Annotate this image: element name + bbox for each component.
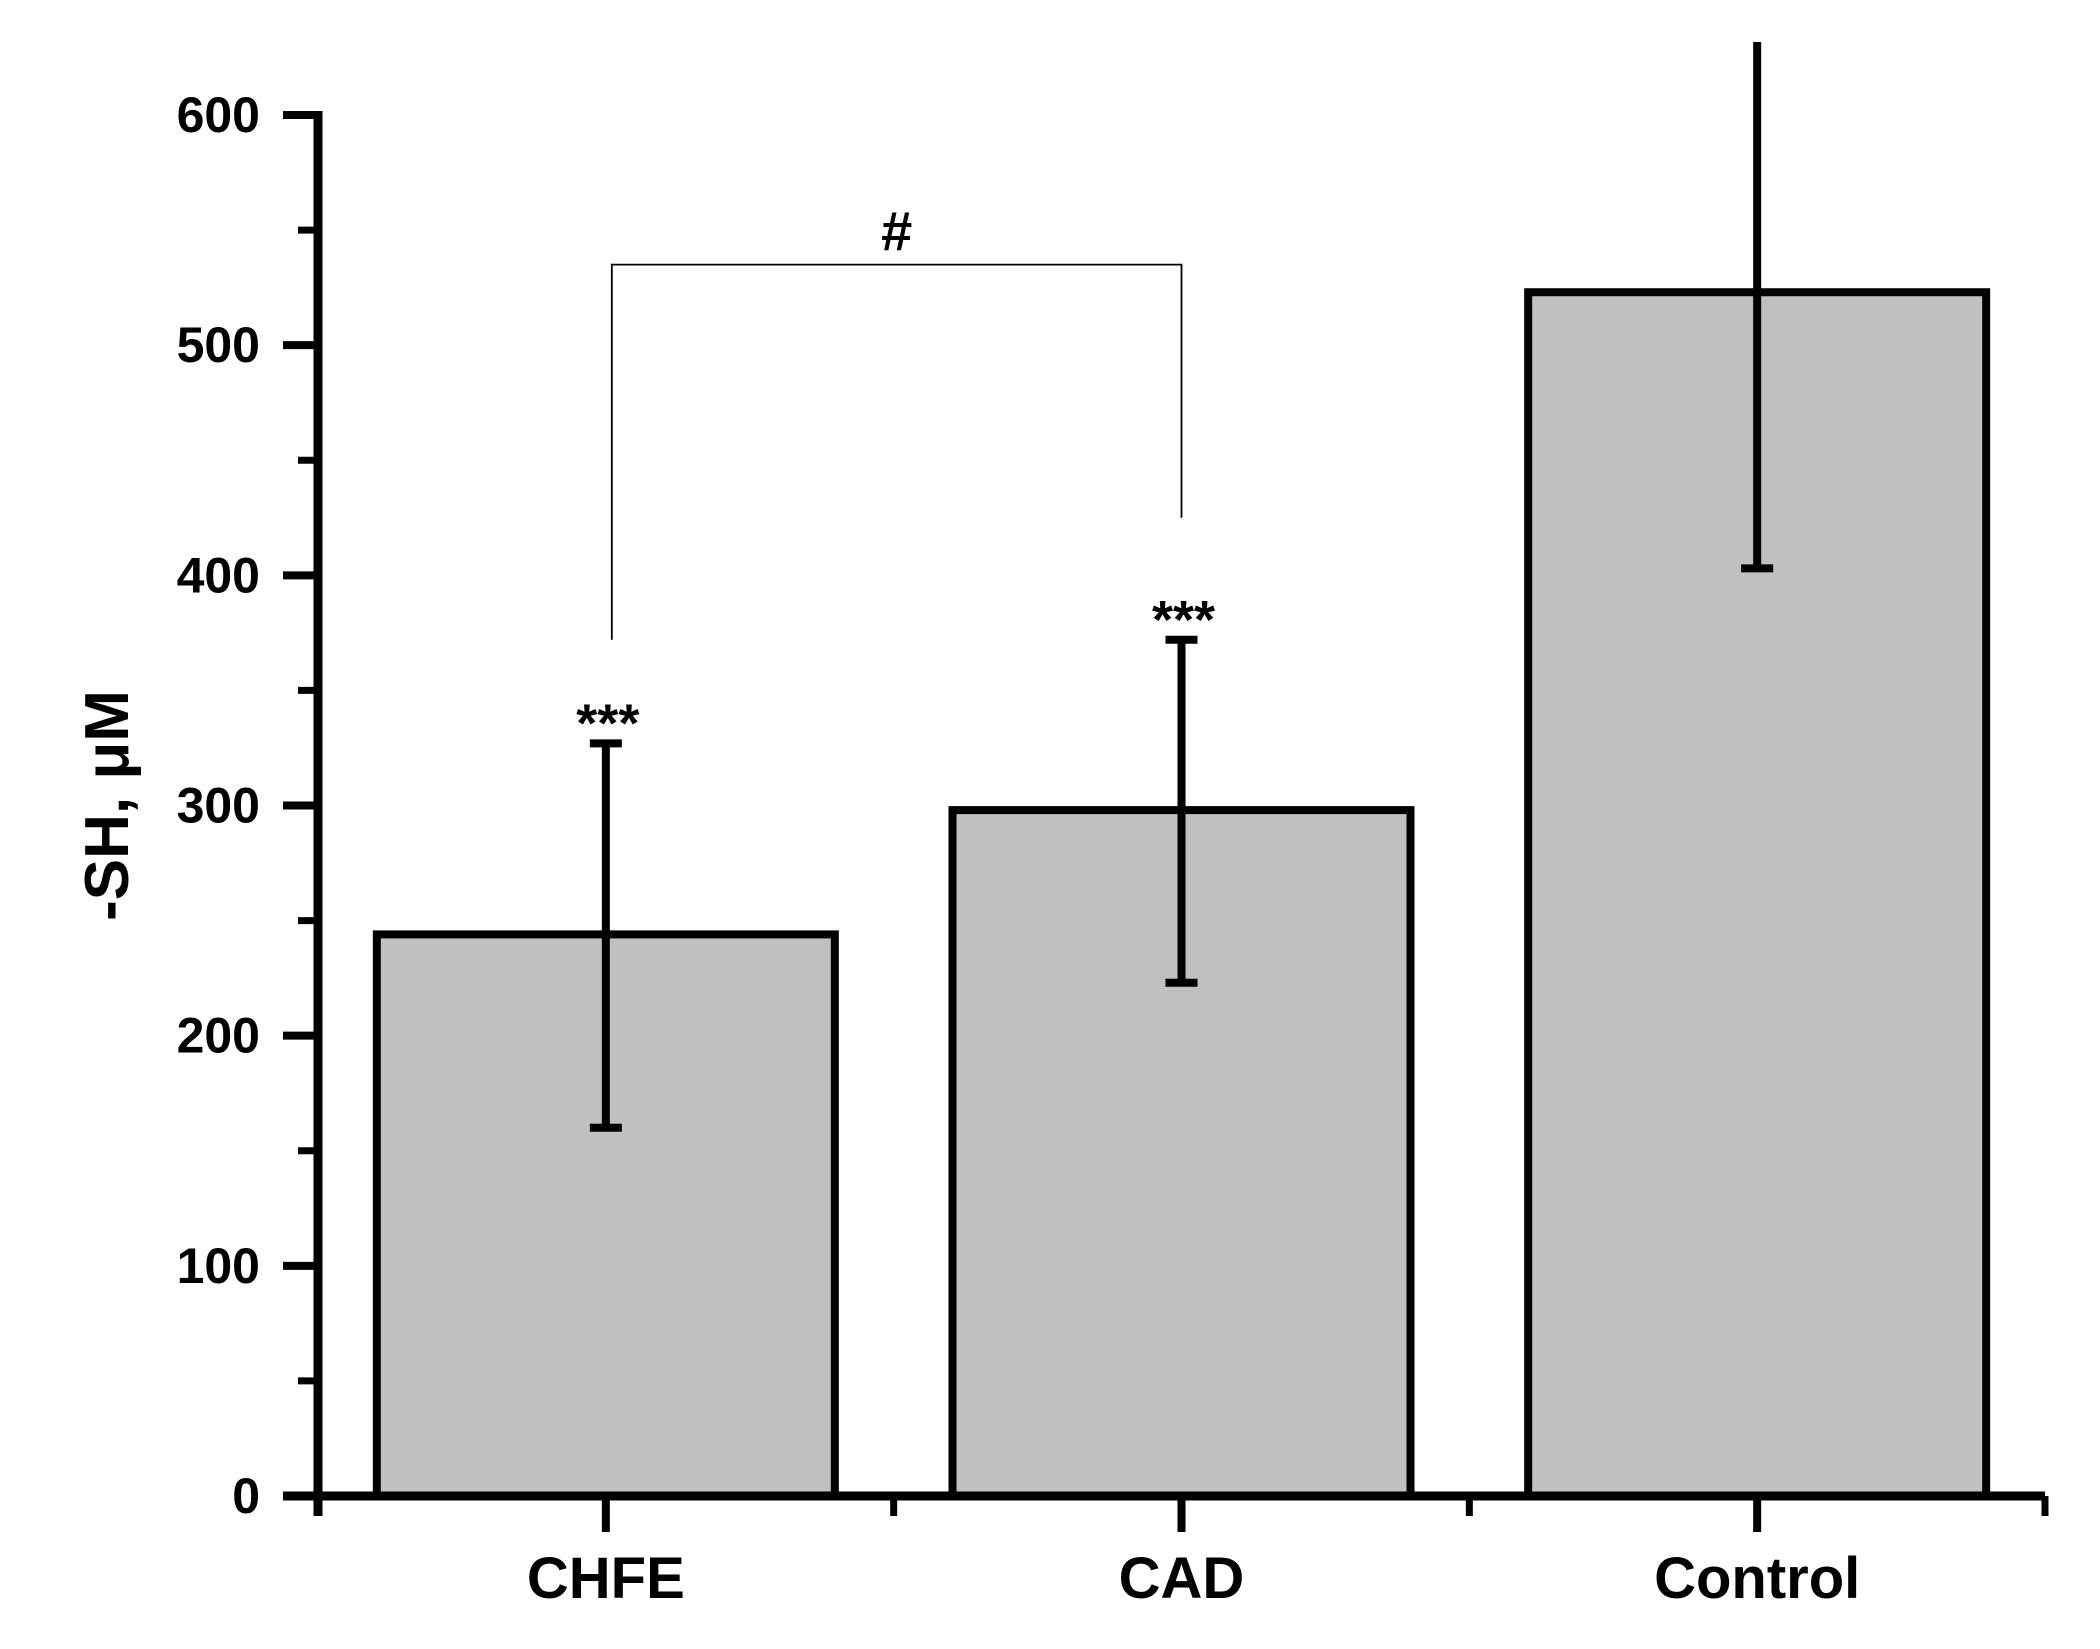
comparison-label: # bbox=[881, 200, 912, 263]
y-tick-label: 400 bbox=[177, 547, 260, 603]
y-tick-label: 600 bbox=[177, 87, 260, 143]
x-tick-label-control: Control bbox=[1654, 1546, 1860, 1611]
y-tick-label: 500 bbox=[177, 317, 260, 373]
axes-layer bbox=[283, 111, 2049, 1532]
annotations-layer: *** *** # bbox=[576, 200, 1215, 754]
error-bars-layer bbox=[589, 42, 1774, 1132]
y-axis-title: -SH, μM bbox=[73, 690, 142, 921]
y-tick-label: 100 bbox=[177, 1238, 260, 1294]
significance-marker-chfe: *** bbox=[576, 693, 639, 753]
significance-marker-cad: *** bbox=[1152, 590, 1215, 650]
y-tick-label: 0 bbox=[232, 1468, 260, 1524]
labels-layer: 0 100 200 300 400 500 600 CHFE CAD Control -SH, μM bbox=[73, 87, 1860, 1611]
x-tick-label-cad: CAD bbox=[1119, 1546, 1245, 1611]
x-tick-label-chfe: CHFE bbox=[527, 1546, 685, 1611]
y-tick-label: 200 bbox=[177, 1008, 260, 1064]
comparison-bracket bbox=[610, 263, 1183, 640]
y-tick-label: 300 bbox=[177, 778, 260, 834]
